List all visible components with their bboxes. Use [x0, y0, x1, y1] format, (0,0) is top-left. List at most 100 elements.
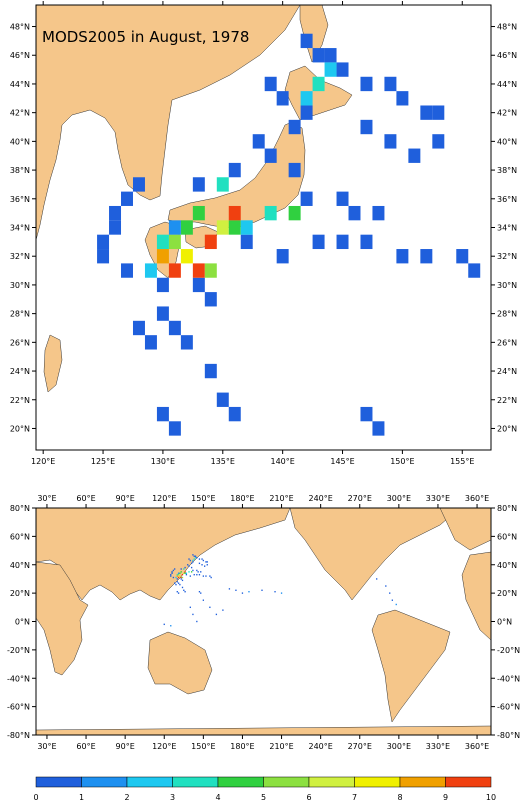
colorbar-segment	[217, 776, 264, 788]
y-tick-label: -60°N	[7, 703, 30, 712]
obs-cell	[176, 581, 178, 583]
obs-cell	[180, 578, 182, 580]
obs-cell	[432, 134, 445, 149]
colorbar-label: 6	[306, 793, 311, 802]
colorbar-label: 8	[397, 793, 402, 802]
y-tick-label: 34°N	[497, 224, 517, 233]
x-tick-label: 60°E	[76, 742, 95, 751]
obs-cell	[252, 134, 265, 149]
obs-cell	[179, 583, 181, 586]
obs-cell	[384, 134, 397, 149]
colorbar-segment	[81, 776, 128, 788]
obs-cell	[193, 555, 195, 557]
obs-cell	[408, 148, 421, 163]
obs-cell	[176, 590, 178, 593]
obs-cell	[204, 565, 206, 567]
y-tick-label: 60°N	[497, 532, 517, 541]
y-tick-label: -40°N	[497, 674, 520, 683]
obs-cell	[336, 191, 349, 206]
obs-cell	[176, 575, 178, 577]
obs-cell	[192, 263, 205, 278]
obs-cell	[396, 249, 409, 264]
obs-cell	[395, 603, 397, 606]
obs-cell	[196, 620, 198, 623]
x-tick-label: 60°E	[76, 494, 95, 503]
obs-cell	[206, 561, 208, 563]
obs-cell	[185, 573, 188, 576]
obs-cell	[198, 573, 201, 576]
land-world	[36, 508, 491, 735]
obs-cell	[324, 48, 337, 63]
obs-cell	[188, 558, 190, 560]
x-tick-label: 120°E	[152, 742, 176, 751]
obs-cell	[396, 91, 409, 106]
colorbar-label: 1	[79, 793, 84, 802]
obs-cell	[177, 592, 180, 594]
obs-cell	[205, 575, 207, 577]
obs-cell	[209, 606, 211, 609]
map-title: MODS2005 in August, 1978	[42, 28, 249, 46]
obs-cell	[264, 205, 277, 221]
obs-cell	[336, 62, 349, 77]
obs-cell	[288, 119, 301, 135]
obs-cell	[201, 564, 203, 566]
obs-cell	[228, 406, 241, 422]
x-tick-label: 155°E	[450, 457, 474, 466]
x-tick-label: 145°E	[330, 457, 354, 466]
obs-cell	[248, 590, 250, 593]
y-tick-label: 38°N	[497, 166, 517, 175]
x-tick-label: 90°E	[116, 742, 135, 751]
obs-cell	[240, 220, 253, 235]
obs-cell	[384, 76, 397, 92]
colorbar-label: 2	[124, 793, 129, 802]
obs-cell	[288, 162, 301, 178]
obs-cell	[215, 613, 218, 616]
y-tick-label: 26°N	[10, 338, 30, 347]
y-tick-label: 20°N	[10, 424, 30, 433]
obs-cell	[172, 569, 175, 572]
obs-cell	[168, 234, 181, 250]
obs-cell	[184, 590, 186, 593]
x-tick-label: 150°E	[191, 742, 215, 751]
obs-cell	[144, 263, 157, 278]
obs-cell	[198, 558, 201, 560]
y-tick-label: 34°N	[10, 224, 30, 233]
obs-cell	[180, 220, 193, 235]
obs-cell	[201, 558, 203, 560]
obs-cell	[179, 572, 181, 574]
x-tick-label: 120°E	[152, 494, 176, 503]
y-tick-label: 0°N	[497, 618, 512, 627]
obs-cell	[193, 558, 195, 560]
obs-cell	[192, 177, 205, 192]
y-tick-label: 40°N	[10, 561, 30, 570]
obs-cell	[198, 562, 201, 565]
colorbar-label: 5	[261, 793, 266, 802]
x-tick-label: 360°E	[465, 742, 489, 751]
obs-cell	[204, 263, 217, 278]
obs-cell	[360, 234, 373, 250]
obs-cell	[240, 234, 253, 250]
obs-cell	[276, 91, 289, 106]
x-tick-label: 210°E	[269, 494, 293, 503]
obs-cell	[144, 335, 157, 350]
obs-cell	[420, 105, 433, 120]
obs-cell	[196, 556, 198, 559]
obs-cell	[204, 363, 217, 379]
colorbar-label: 10	[486, 793, 496, 802]
y-tick-label: 40°N	[497, 561, 517, 570]
obs-cell	[336, 234, 349, 250]
obs-cell	[312, 234, 325, 250]
obs-cell	[156, 277, 169, 293]
colorbar-segment	[172, 776, 219, 788]
obs-cell	[170, 625, 172, 627]
obs-cell	[216, 220, 229, 235]
obs-cell	[274, 590, 276, 593]
y-tick-label: 44°N	[10, 80, 30, 89]
obs-cell	[180, 576, 182, 579]
obs-cell	[216, 392, 229, 407]
obs-cell	[177, 576, 180, 579]
obs-cell	[189, 606, 191, 609]
obs-cell	[156, 306, 169, 321]
y-tick-label: 60°N	[10, 532, 30, 541]
